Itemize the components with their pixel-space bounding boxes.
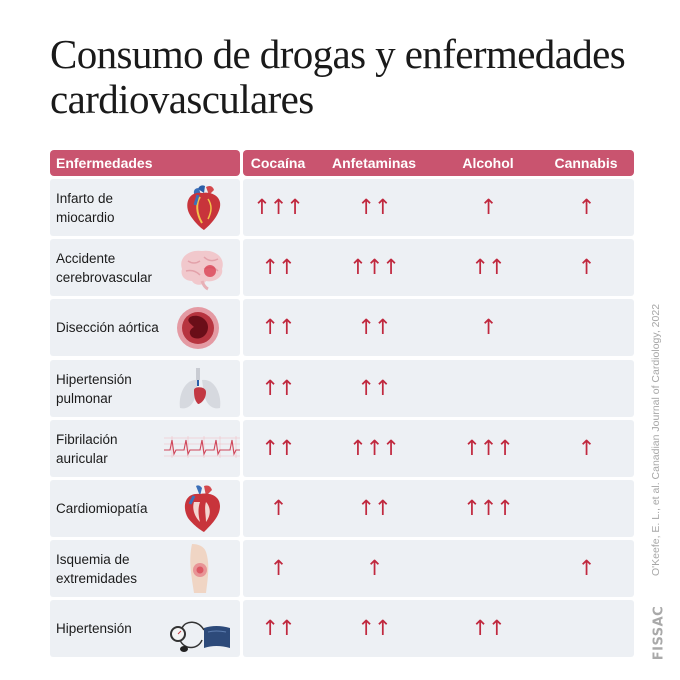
table-row: Fibrilación auricular ↑↑ ↑↑↑ ↑↑↑ ↑ [50,420,634,477]
risk-arrows-anfetaminas: ↑↑ [357,616,391,640]
risk-arrows-cocaina: ↑↑ [261,255,295,279]
header-drugs: Cocaína Anfetaminas Alcohol Cannabis [243,150,634,176]
values-cell: ↑↑ ↑↑ [243,360,634,417]
lungs-icon [168,364,236,413]
table-row: Cardiomiopatía ↑ ↑↑ ↑↑↑ [50,480,634,537]
blood-pressure-monitor-icon [168,604,236,653]
disease-cell: Hipertensión [50,600,240,657]
risk-arrows-cannabis: ↑ [577,255,596,279]
brain-icon [168,243,236,292]
risk-arrows-cocaina: ↑↑↑ [253,195,304,219]
risk-arrows-cocaina: ↑↑ [261,376,295,400]
values-cell: ↑↑ ↑↑ ↑ [243,299,634,356]
header-alcohol: Alcohol [462,155,514,171]
disease-cell: Disección aórtica [50,299,240,356]
risk-arrows-cannabis: ↑ [577,436,596,460]
risk-arrows-anfetaminas: ↑↑ [357,315,391,339]
heart-section-icon [168,484,236,533]
values-cell: ↑↑ ↑↑ ↑↑ [243,600,634,657]
values-cell: ↑↑↑ ↑↑ ↑ ↑ [243,179,634,236]
values-cell: ↑↑↑↑↑↑ [243,480,634,537]
disease-cell: Hipertensión pulmonar [50,360,240,417]
risk-arrows-cannabis [543,600,629,657]
risk-arrows-cocaina: ↑↑ [261,315,295,339]
heart-icon [168,183,236,232]
disease-label: Infarto de miocardio [56,190,115,225]
disease-cell: Isquemia de extremidades [50,540,240,597]
disease-label: Accidente cerebrovascular [56,250,153,285]
risk-arrows-alcohol: ↑↑ [471,255,505,279]
aorta-icon [168,303,236,352]
disease-cell: Fibrilación auricular [50,420,240,477]
header-cannabis: Cannabis [554,155,618,171]
header-enfermedades: Enfermedades [50,150,240,176]
risk-arrows-alcohol: ↑↑↑ [463,436,514,460]
table-row: Hipertensión pulmonar ↑↑ ↑↑ [50,360,634,417]
page-title: Consumo de drogas y enfermedades cardiov… [50,31,626,122]
risk-arrows-cannabis [543,480,629,537]
risk-arrows-alcohol [448,540,528,597]
risk-arrows-cannabis [543,299,629,356]
risk-arrows-cocaina: ↑ [269,556,288,580]
risk-arrows-cocaina: ↑↑ [261,616,295,640]
disease-label: Hipertensión pulmonar [56,371,132,406]
risk-arrows-anfetaminas: ↑↑↑ [349,255,400,279]
table-row: Disección aórtica ↑↑ ↑↑ ↑ [50,299,634,356]
header-anfetaminas: Anfetaminas [331,155,417,171]
table-row: Isquemia de extremidades ↑ ↑ ↑ [50,540,634,597]
risk-arrows-anfetaminas: ↑↑ [357,376,391,400]
risk-arrows-anfetaminas: ↑↑ [357,195,391,219]
table-row: Accidente cerebrovascular ↑↑ ↑↑↑ ↑↑ ↑ [50,239,634,296]
risk-arrows-alcohol [448,360,528,417]
risk-arrows-cannabis: ↑ [577,556,596,580]
risk-arrows-cocaina: ↑ [269,496,288,520]
risk-arrows-alcohol: ↑↑ [471,616,505,640]
risk-arrows-cannabis: ↑ [577,195,596,219]
values-cell: ↑↑ ↑↑↑ ↑↑ ↑ [243,239,634,296]
disease-cell: Cardiomiopatía [50,480,240,537]
table-row: Infarto de miocardio ↑↑↑ ↑↑ ↑ ↑ [50,179,634,236]
disease-label: Cardiomiopatía [56,501,148,516]
values-cell: ↑↑ ↑↑↑ ↑↑↑ ↑ [243,420,634,477]
risk-arrows-alcohol: ↑ [479,195,498,219]
disease-label: Fibrilación auricular [56,431,118,466]
risk-arrows-anfetaminas: ↑↑ [357,496,391,520]
risk-arrows-anfetaminas: ↑↑↑ [349,436,400,460]
leg-icon [168,544,236,593]
values-cell: ↑ ↑ ↑ [243,540,634,597]
disease-label: Disección aórtica [56,320,159,335]
header-cocaina: Cocaína [250,155,306,171]
disease-label: Hipertensión [56,621,132,636]
table-row: Hipertensión ↑↑ ↑↑ ↑↑ [50,600,634,657]
risk-arrows-cocaina: ↑↑ [261,436,295,460]
risk-arrows-alcohol: ↑ [479,315,498,339]
disease-cell: Accidente cerebrovascular [50,239,240,296]
risk-arrows-cannabis [543,360,629,417]
risk-arrows-anfetaminas: ↑ [365,556,384,580]
disease-label: Isquemia de extremidades [56,551,138,586]
risk-arrows-alcohol: ↑↑↑ [463,496,514,520]
ecg-icon [164,424,240,473]
disease-cell: Infarto de miocardio [50,179,240,236]
